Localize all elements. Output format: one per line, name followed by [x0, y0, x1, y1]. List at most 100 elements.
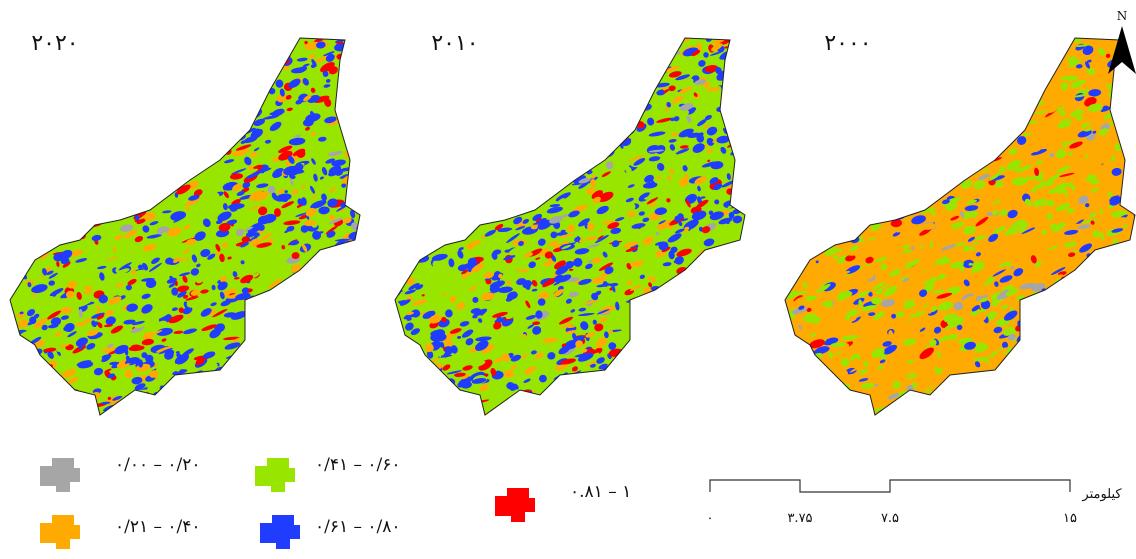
map-patch	[1030, 372, 1047, 382]
map-patch	[657, 308, 674, 320]
map-patch	[477, 144, 492, 152]
map-patch	[27, 226, 36, 236]
map-patch	[658, 343, 670, 354]
map-patch	[782, 227, 790, 232]
map-patch	[578, 54, 595, 67]
map-patch	[112, 104, 123, 112]
map-patch	[1116, 325, 1132, 338]
map-patch	[54, 128, 68, 140]
map-patch	[741, 388, 755, 401]
map-patch	[509, 149, 517, 156]
map-patch	[844, 108, 852, 117]
map-patch	[796, 206, 803, 215]
map-patch	[1060, 317, 1070, 325]
map-patch	[676, 360, 692, 372]
map-patch	[1024, 382, 1036, 394]
map-patch	[740, 369, 748, 376]
map-patch	[480, 190, 489, 196]
map-patch	[326, 336, 332, 341]
map-patch	[36, 231, 45, 239]
map-patch	[546, 56, 553, 62]
map-patch	[1113, 255, 1122, 262]
map-patch	[70, 401, 83, 408]
map-patch	[967, 393, 976, 402]
map-patch	[485, 213, 490, 219]
map-patch	[837, 86, 854, 99]
map-patch	[454, 141, 460, 146]
map-patch	[398, 60, 408, 66]
map-patch	[146, 154, 161, 166]
map-patch	[1053, 361, 1065, 372]
map-patch	[91, 205, 99, 214]
map-patch	[1105, 300, 1118, 307]
map-patch	[162, 391, 171, 399]
map-patch	[134, 95, 141, 103]
map-patch	[729, 73, 737, 83]
map-patch	[65, 93, 76, 100]
map-patch	[398, 255, 403, 263]
map-patch	[404, 37, 418, 49]
map-patch	[177, 44, 189, 53]
map-patch	[126, 36, 135, 43]
map-patch	[1084, 265, 1089, 269]
map-patch	[95, 84, 99, 89]
map-patch	[989, 392, 1004, 399]
map-patch	[72, 104, 87, 108]
map-patch	[316, 264, 325, 274]
map-patch	[1050, 345, 1056, 351]
map-patch	[62, 97, 67, 103]
map-patch	[536, 110, 549, 122]
map-patch	[320, 359, 337, 372]
map-patch	[784, 146, 790, 152]
map-patch	[886, 142, 898, 149]
map-patch	[1131, 296, 1136, 304]
map-patch	[886, 39, 905, 52]
map-patch	[558, 40, 569, 45]
map-patch	[624, 351, 638, 362]
map-patch	[20, 207, 29, 214]
map-patch	[775, 333, 791, 345]
map-patch	[45, 172, 62, 180]
map-patch	[406, 51, 418, 61]
map-patch	[445, 171, 452, 179]
map-patch	[913, 183, 925, 192]
map-patch	[873, 146, 889, 156]
map-patch	[552, 384, 564, 396]
map-patch	[568, 172, 581, 176]
map-patch	[829, 179, 844, 188]
map-patch	[920, 153, 935, 166]
map-patch	[891, 177, 900, 185]
map-patch	[709, 251, 718, 258]
map-patch	[1111, 328, 1126, 340]
map-patch	[860, 200, 867, 207]
map-patch	[181, 96, 198, 101]
map-patch	[680, 284, 692, 294]
map-patch	[339, 268, 356, 283]
map-patch	[21, 136, 29, 143]
map-patch	[555, 69, 562, 75]
map-patch	[303, 399, 309, 406]
map-patch	[280, 326, 289, 335]
map-patch	[820, 215, 832, 222]
map-patch	[506, 131, 516, 139]
map-patch	[116, 114, 125, 124]
map-patch	[245, 407, 263, 417]
map-patch	[673, 375, 689, 388]
map-patch	[781, 59, 797, 71]
map-patch	[78, 202, 86, 209]
map-patch	[5, 281, 13, 287]
map-patch	[882, 155, 889, 161]
map-patch	[940, 408, 949, 417]
map-patch	[717, 290, 731, 303]
map-patch	[578, 133, 583, 138]
map-patch	[145, 118, 151, 124]
map-patch	[307, 411, 322, 419]
map-patch	[536, 158, 542, 165]
map-patch	[108, 66, 121, 75]
map-patch	[59, 238, 63, 242]
map-patch	[139, 74, 146, 81]
map-patch	[702, 378, 710, 384]
map-patch	[1029, 80, 1040, 90]
map-patch	[938, 145, 953, 154]
map-patch	[210, 147, 225, 158]
